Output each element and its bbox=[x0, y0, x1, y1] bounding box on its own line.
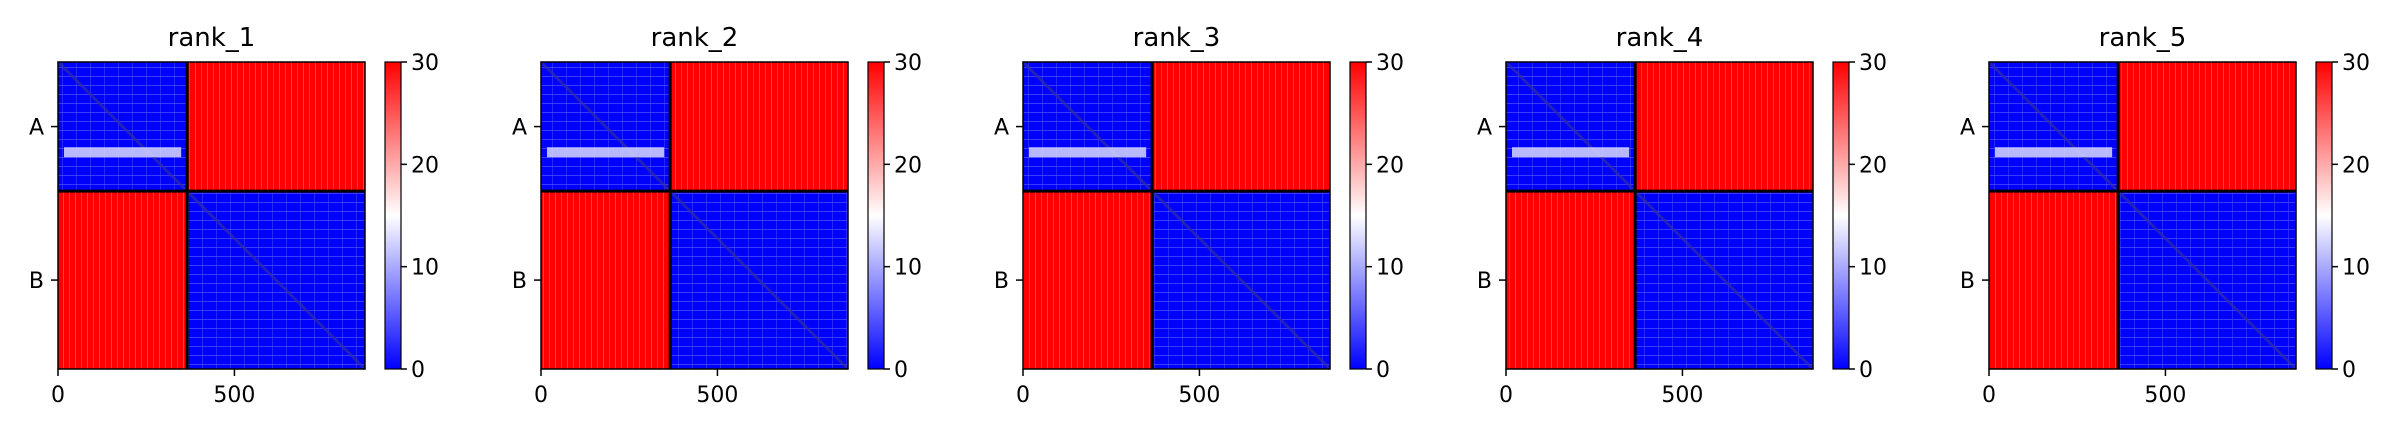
panel-title: rank_4 bbox=[1616, 23, 1704, 53]
panel-title: rank_2 bbox=[651, 23, 739, 53]
y-tick-label: B bbox=[512, 269, 527, 294]
colorbar-tick-label: 10 bbox=[1376, 256, 1404, 281]
colorbar-tick-label: 20 bbox=[894, 153, 922, 178]
colorbar bbox=[867, 61, 885, 370]
colorbar bbox=[1832, 61, 1850, 370]
panel-title: rank_1 bbox=[168, 23, 256, 53]
x-tick-label: 500 bbox=[696, 383, 738, 408]
colorbar-tick-label: 0 bbox=[411, 358, 425, 383]
y-tick-label: A bbox=[512, 116, 527, 141]
heatmap-panel: rank_1 A B 0 500 0 10 20 30 bbox=[29, 23, 439, 408]
plot-frame bbox=[57, 61, 366, 370]
y-tick-label: B bbox=[29, 269, 44, 294]
colorbar-tick-label: 10 bbox=[894, 256, 922, 281]
diagonal-b bbox=[1151, 190, 1332, 371]
x-tick-label: 0 bbox=[1016, 383, 1030, 408]
block-ba bbox=[58, 191, 188, 369]
colorbar-tick-label: 20 bbox=[411, 153, 439, 178]
colorbar-tick-label: 20 bbox=[1376, 153, 1404, 178]
colorbar-tick-label: 30 bbox=[1376, 51, 1404, 76]
colorbar-tick-label: 10 bbox=[1859, 256, 1887, 281]
plot-frame bbox=[1022, 61, 1331, 370]
block-ab bbox=[1635, 62, 1813, 192]
stripe-a bbox=[1029, 147, 1147, 158]
block-ba bbox=[541, 191, 671, 369]
diagonal-b bbox=[1634, 190, 1815, 371]
colorbar-tick-label: 30 bbox=[1859, 51, 1887, 76]
colorbar-tick-label: 0 bbox=[2342, 358, 2356, 383]
diagonal-b bbox=[186, 190, 367, 371]
colorbar-tick-label: 20 bbox=[2342, 153, 2370, 178]
y-tick-label: B bbox=[1477, 269, 1492, 294]
block-ba bbox=[1506, 191, 1636, 369]
diagonal-a bbox=[1987, 60, 2120, 193]
block-ba bbox=[1023, 191, 1153, 369]
plot-frame bbox=[540, 61, 849, 370]
x-tick-label: 0 bbox=[534, 383, 548, 408]
plot-frame bbox=[1505, 61, 1814, 370]
colorbar-tick-label: 0 bbox=[1859, 358, 1873, 383]
colorbar bbox=[384, 61, 402, 370]
y-tick-label: A bbox=[1960, 116, 1975, 141]
colorbar-tick-label: 0 bbox=[894, 358, 908, 383]
panel-title: rank_5 bbox=[2099, 23, 2187, 53]
x-tick-label: 0 bbox=[1982, 383, 1996, 408]
diagonal-b bbox=[2117, 190, 2298, 371]
stripe-a bbox=[64, 147, 182, 158]
diagonal-a bbox=[1021, 60, 1154, 193]
block-ab bbox=[670, 62, 848, 192]
block-ab bbox=[187, 62, 365, 192]
colorbar bbox=[2315, 61, 2333, 370]
y-tick-label: A bbox=[994, 116, 1009, 141]
diagonal-a bbox=[56, 60, 189, 193]
y-tick-label: A bbox=[1477, 116, 1492, 141]
diagonal-a bbox=[1504, 60, 1637, 193]
x-tick-label: 0 bbox=[1499, 383, 1513, 408]
x-tick-label: 500 bbox=[2144, 383, 2186, 408]
colorbar-tick-label: 30 bbox=[411, 51, 439, 76]
colorbar-tick-label: 30 bbox=[894, 51, 922, 76]
colorbar-tick-label: 30 bbox=[2342, 51, 2370, 76]
heatmap-panel: rank_2 A B 0 500 0 10 20 30 bbox=[512, 23, 922, 408]
x-tick-label: 0 bbox=[51, 383, 65, 408]
heatmap-panel: rank_3 A B 0 500 0 10 20 30 bbox=[994, 23, 1404, 408]
x-tick-label: 500 bbox=[213, 383, 255, 408]
block-ab bbox=[2118, 62, 2296, 192]
heatmap-panel: rank_4 A B 0 500 0 10 20 30 bbox=[1477, 23, 1887, 408]
diagonal-b bbox=[669, 190, 850, 371]
colorbar-tick-label: 10 bbox=[2342, 256, 2370, 281]
panel-title: rank_3 bbox=[1133, 23, 1221, 53]
block-ba bbox=[1989, 191, 2119, 369]
stripe-a bbox=[547, 147, 665, 158]
x-tick-label: 500 bbox=[1661, 383, 1703, 408]
block-ab bbox=[1152, 62, 1330, 192]
y-tick-label: A bbox=[29, 116, 44, 141]
y-tick-label: B bbox=[994, 269, 1009, 294]
diagonal-a bbox=[539, 60, 672, 193]
colorbar bbox=[1349, 61, 1367, 370]
y-tick-label: B bbox=[1960, 269, 1975, 294]
heatmap-panel: rank_5 A B 0 500 0 10 20 30 bbox=[1960, 23, 2370, 408]
colorbar-tick-label: 20 bbox=[1859, 153, 1887, 178]
stripe-a bbox=[1512, 147, 1630, 158]
stripe-a bbox=[1995, 147, 2113, 158]
colorbar-tick-label: 10 bbox=[411, 256, 439, 281]
x-tick-label: 500 bbox=[1178, 383, 1220, 408]
plot-frame bbox=[1988, 61, 2297, 370]
colorbar-tick-label: 0 bbox=[1376, 358, 1390, 383]
